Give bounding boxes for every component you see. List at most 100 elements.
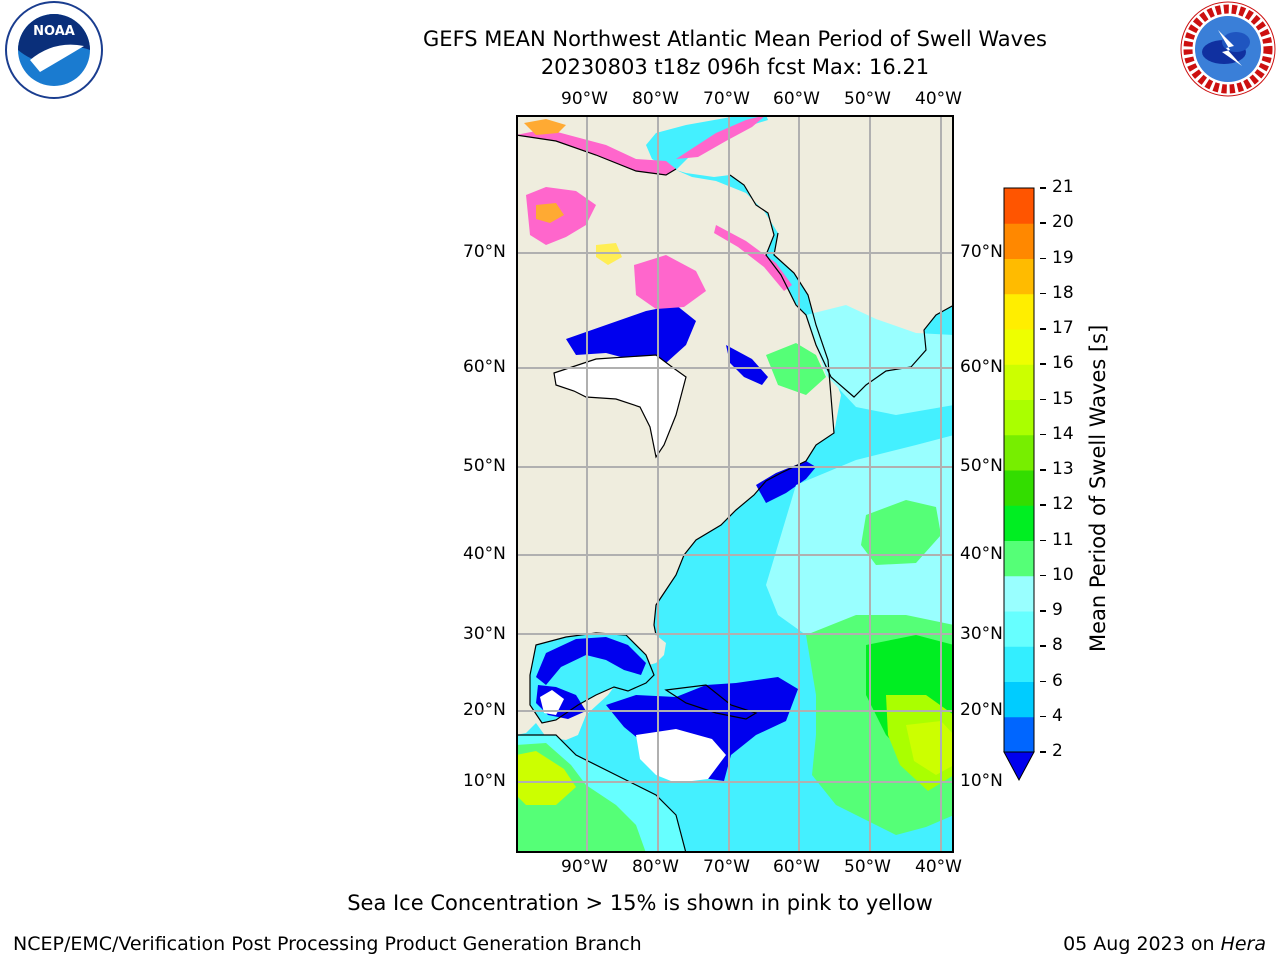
gulf-no-data (540, 690, 564, 715)
lon-label-bottom: 40°W (915, 857, 962, 877)
page-title: GEFS MEAN Northwest Atlantic Mean Period… (423, 27, 1047, 51)
lon-label-bottom: 50°W (844, 857, 891, 877)
coastlines (515, 134, 955, 854)
colorbar-tick-label: 21 (1052, 177, 1074, 197)
labrador-coast-short-period (726, 345, 768, 385)
colorbar-extend-arrow (1003, 751, 1035, 782)
colorbar-tick-label: 11 (1052, 529, 1074, 550)
colorbar-tick-label: 17 (1052, 318, 1074, 338)
north-atlantic-green (861, 500, 941, 565)
colorbar-segment (1004, 188, 1034, 224)
machine-name: Hera (1220, 933, 1266, 955)
colorbar-segment (1004, 223, 1034, 259)
lon-label-bottom: 90°W (561, 857, 608, 877)
colorbar-tick-label: 16 (1052, 353, 1074, 374)
colorbar-tick-mark (1040, 222, 1046, 224)
sea-ice-note: Sea Ice Concentration > 15% is shown in … (347, 891, 933, 915)
colorbar (1000, 186, 1040, 786)
lon-label-top: 40°W (915, 89, 962, 109)
colorbar-tick-label: 9 (1052, 600, 1063, 620)
lat-label-right: 40°N (960, 544, 1003, 564)
colorbar-tick-mark (1040, 292, 1046, 295)
gulf-short-period (536, 637, 646, 685)
colorbar-tick-label: 8 (1052, 635, 1063, 656)
graticule (516, 115, 954, 853)
lat-label-left: 70°N (463, 242, 506, 262)
lon-label-bottom: 60°W (773, 857, 820, 877)
colorbar-tick-label: 15 (1052, 388, 1074, 409)
colorbar-tick-label: 14 (1052, 423, 1074, 444)
colorbar-segment (1004, 505, 1034, 541)
lon-label-top: 90°W (561, 89, 608, 109)
colorbar-segment (1004, 258, 1034, 295)
baffin-sea-ice-pink (714, 225, 792, 291)
colorbar-segment (1004, 470, 1034, 506)
colorbar-tick-mark (1040, 539, 1046, 541)
arctic-sea-ice-orange (524, 119, 566, 135)
colorbar-tick-mark (1040, 751, 1046, 753)
lon-label-top: 60°W (773, 89, 820, 109)
colorbar-segment (1004, 293, 1034, 330)
colorbar-tick-label: 6 (1052, 670, 1063, 691)
lat-label-left: 60°N (463, 357, 506, 377)
archipelago-sea-ice-orange (536, 203, 564, 223)
colorbar-segment (1004, 364, 1034, 400)
colorbar-segment (1004, 646, 1034, 682)
colorbar-segment (1004, 540, 1034, 577)
lat-label-left: 10°N (463, 771, 506, 791)
colorbar-tick-mark (1040, 680, 1046, 682)
colorbar-segment (1004, 716, 1034, 753)
colorbar-tick-label: 12 (1052, 494, 1074, 515)
map-panel (515, 115, 955, 854)
nws-logo (1178, 0, 1280, 100)
lon-label-top: 70°W (703, 89, 750, 109)
lon-label-top: 50°W (844, 89, 891, 109)
colorbar-segment (1004, 434, 1034, 471)
colorbar-segment (1004, 399, 1034, 436)
colorbar-segment (1004, 329, 1034, 365)
mid-atlantic-light-cyan (766, 435, 954, 655)
colorbar-tick-label: 4 (1052, 705, 1063, 726)
colorbar-tick-mark (1040, 469, 1046, 471)
colorbar-tick-label: 18 (1052, 282, 1074, 303)
caribbean-short-period (606, 677, 798, 781)
noaa-text: NOAA (33, 24, 75, 39)
lon-label-top: 80°W (632, 89, 679, 109)
colorbar-segment (1004, 575, 1034, 612)
colorbar-tick-label: 13 (1052, 459, 1074, 479)
channel-sea-ice-pink (676, 115, 766, 159)
colorbar-segment (1004, 611, 1034, 647)
hudson-bay-short-period (566, 305, 696, 363)
lat-label-right: 30°N (960, 624, 1003, 644)
colorbar-tick-mark (1040, 398, 1046, 400)
lon-label-bottom: 80°W (632, 857, 679, 877)
colorbar-tick-label: 19 (1052, 247, 1074, 268)
colorbar-label: Mean Period of Swell Waves [s] (1086, 324, 1110, 652)
credit-line: NCEP/EMC/Verification Post Processing Pr… (13, 933, 642, 955)
colorbar-tick-mark (1040, 715, 1046, 718)
lat-label-right: 60°N (960, 357, 1003, 377)
colorbar-ticks: 2 4 6 8 9 10 11 12 13 14 15 16 17 18 19 20 21 (1040, 177, 1090, 786)
lat-label-left: 50°N (463, 456, 506, 476)
lon-label-bottom: 70°W (703, 857, 750, 877)
colorbar-tick-mark (1040, 257, 1046, 259)
caribbean-south-yellow (516, 751, 576, 805)
colorbar-tick-mark (1040, 574, 1046, 577)
colorbar-frame (1003, 187, 1035, 753)
lat-label-left: 30°N (463, 624, 506, 644)
colorbar-tick-mark (1040, 328, 1046, 330)
colorbar-segment (1004, 681, 1034, 718)
gulf-st-lawrence-short-period (756, 461, 816, 503)
colorbar-tick-mark (1040, 363, 1046, 365)
colorbar-tick-mark (1040, 504, 1046, 506)
map-frame (516, 115, 954, 853)
colorbar-tick-mark (1040, 610, 1046, 612)
colorbar-tick-label: 20 (1052, 212, 1074, 233)
colorbar-tick-label: 10 (1052, 564, 1074, 585)
lat-label-right: 70°N (960, 242, 1003, 262)
page-subtitle: 20230803 t18z 096h fcst Max: 16.21 (540, 55, 930, 79)
colorbar-tick-mark (1040, 645, 1046, 647)
colorbar-tick-mark (1040, 433, 1046, 436)
lat-label-right: 10°N (960, 771, 1003, 791)
lat-label-left: 40°N (463, 544, 506, 564)
